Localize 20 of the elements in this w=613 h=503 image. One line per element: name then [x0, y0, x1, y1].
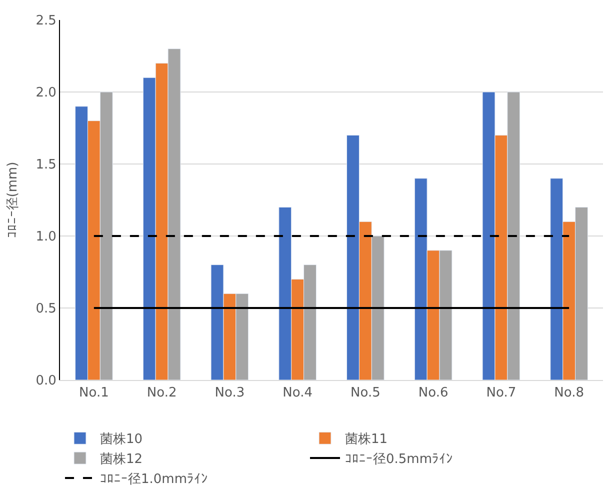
y-axis-title: ｺﾛﾆｰ径(mm): [6, 162, 21, 238]
x-tick-label: No.1: [79, 386, 109, 401]
y-tick-label: 2.0: [36, 86, 56, 101]
x-tick-label: No.3: [214, 386, 245, 401]
y-tick-label: 0.5: [36, 302, 56, 317]
x-tick-label: No.2: [146, 386, 177, 401]
x-tick-label: No.4: [282, 386, 312, 401]
y-tick-label: 0.0: [36, 374, 56, 389]
y-tick-label: 2.5: [36, 14, 56, 29]
y-tick-label: 1.0: [36, 230, 56, 245]
x-tick-label: No.5: [350, 386, 380, 401]
legend-label: ｺﾛﾆｰ径1.0mmﾗｲﾝ: [100, 472, 208, 488]
legend-label: 菌株11: [345, 432, 388, 448]
x-tick-label: No.8: [554, 386, 584, 401]
legend-label: 菌株10: [100, 432, 143, 448]
legend-label: ｺﾛﾆｰ径0.5mmﾗｲﾝ: [345, 452, 454, 468]
x-tick-label: No.6: [418, 386, 448, 401]
y-tick-label: 1.5: [36, 158, 56, 173]
x-tick-label: No.7: [486, 386, 516, 401]
legend-label: 菌株12: [100, 452, 143, 468]
